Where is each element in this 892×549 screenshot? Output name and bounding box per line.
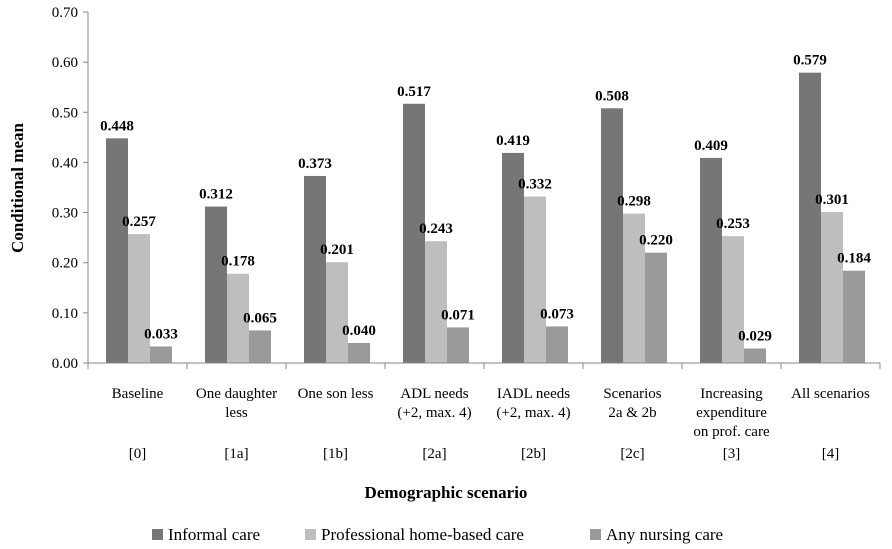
bar-professional-home-based-care (425, 241, 447, 363)
data-label: 0.033 (144, 326, 178, 342)
data-label: 0.517 (397, 84, 431, 100)
y-tick-label: 0.70 (52, 5, 78, 21)
x-category-label: ADL needs (400, 386, 468, 402)
y-tick-label: 0.50 (52, 105, 78, 121)
bar-any-nursing-care (645, 252, 667, 363)
x-category-code: [1b] (323, 446, 348, 462)
data-label: 0.312 (199, 187, 233, 203)
data-label: 0.073 (540, 306, 574, 322)
x-category-label: Baseline (112, 386, 164, 402)
bar-professional-home-based-care (227, 273, 249, 363)
x-category-code: [0] (129, 446, 147, 462)
y-axis-title: Conditional mean (8, 123, 27, 253)
x-category-label: (+2, max. 4) (496, 405, 570, 421)
y-tick-label: 0.20 (52, 256, 78, 272)
x-category-label: Scenarios (603, 386, 661, 402)
x-category-code: [2a] (422, 446, 446, 462)
bar-any-nursing-care (150, 346, 172, 363)
data-label: 0.040 (342, 323, 376, 339)
x-category-label: on prof. care (693, 424, 770, 440)
legend-label: Professional home-based care (321, 525, 524, 544)
x-category-label: less (225, 405, 248, 421)
x-category-code: [2c] (620, 446, 644, 462)
x-category-label: One daughter (196, 386, 277, 402)
bar-professional-home-based-care (128, 234, 150, 363)
data-label: 0.029 (738, 328, 772, 344)
legend-swatch (305, 529, 316, 540)
data-label: 0.301 (815, 192, 849, 208)
x-category-label: IADL needs (497, 386, 570, 402)
data-label: 0.298 (617, 194, 651, 210)
bar-any-nursing-care (249, 330, 271, 363)
data-label: 0.201 (320, 242, 354, 258)
legend-label: Any nursing care (606, 525, 723, 544)
x-category-code: [4] (822, 446, 840, 462)
bar-any-nursing-care (546, 326, 568, 363)
x-category-code: [1a] (224, 446, 248, 462)
data-label: 0.178 (221, 254, 255, 270)
data-label: 0.257 (122, 214, 156, 230)
x-category-label: Increasing (700, 386, 763, 402)
data-label: 0.243 (419, 221, 453, 237)
data-label: 0.220 (639, 233, 673, 249)
bar-professional-home-based-care (821, 212, 843, 363)
bar-any-nursing-care (447, 327, 469, 363)
bar-informal-care (700, 157, 722, 363)
y-tick-label: 0.30 (52, 206, 78, 222)
x-axis-title: Demographic scenario (365, 483, 528, 502)
x-category-code: [2b] (521, 446, 546, 462)
y-tick-label: 0.40 (52, 155, 78, 171)
bar-professional-home-based-care (524, 196, 546, 363)
bar-professional-home-based-care (326, 262, 348, 363)
data-label: 0.253 (716, 216, 750, 232)
data-label: 0.579 (793, 53, 827, 69)
y-tick-label: 0.10 (52, 306, 78, 322)
y-tick-label: 0.60 (52, 55, 78, 71)
data-label: 0.508 (595, 88, 629, 104)
y-tick-label: 0.00 (52, 356, 78, 372)
x-category-code: [3] (723, 446, 741, 462)
x-category-label: (+2, max. 4) (397, 405, 471, 421)
data-label: 0.448 (100, 118, 134, 134)
bar-any-nursing-care (843, 270, 865, 363)
data-label: 0.184 (837, 251, 871, 267)
legend-label: Informal care (168, 525, 260, 544)
data-label: 0.065 (243, 310, 277, 326)
bar-any-nursing-care (348, 342, 370, 363)
data-label: 0.071 (441, 307, 475, 323)
x-category-label: 2a & 2b (608, 405, 656, 421)
x-category-label: One son less (298, 386, 374, 402)
bar-informal-care (205, 206, 227, 363)
data-label: 0.419 (496, 133, 530, 149)
bar-professional-home-based-care (722, 236, 744, 363)
data-label: 0.373 (298, 156, 332, 172)
bar-professional-home-based-care (623, 213, 645, 363)
bar-informal-care (403, 103, 425, 364)
bar-informal-care (106, 138, 128, 363)
legend-swatch (590, 529, 601, 540)
bar-informal-care (502, 152, 524, 363)
bar-informal-care (601, 108, 623, 363)
x-category-label: expenditure (696, 405, 767, 421)
bar-informal-care (799, 72, 821, 364)
bar-informal-care (304, 175, 326, 363)
legend-swatch (152, 529, 163, 540)
bar-any-nursing-care (744, 348, 766, 363)
data-label: 0.409 (694, 138, 728, 154)
x-category-label: All scenarios (791, 386, 870, 402)
data-label: 0.332 (518, 177, 552, 193)
